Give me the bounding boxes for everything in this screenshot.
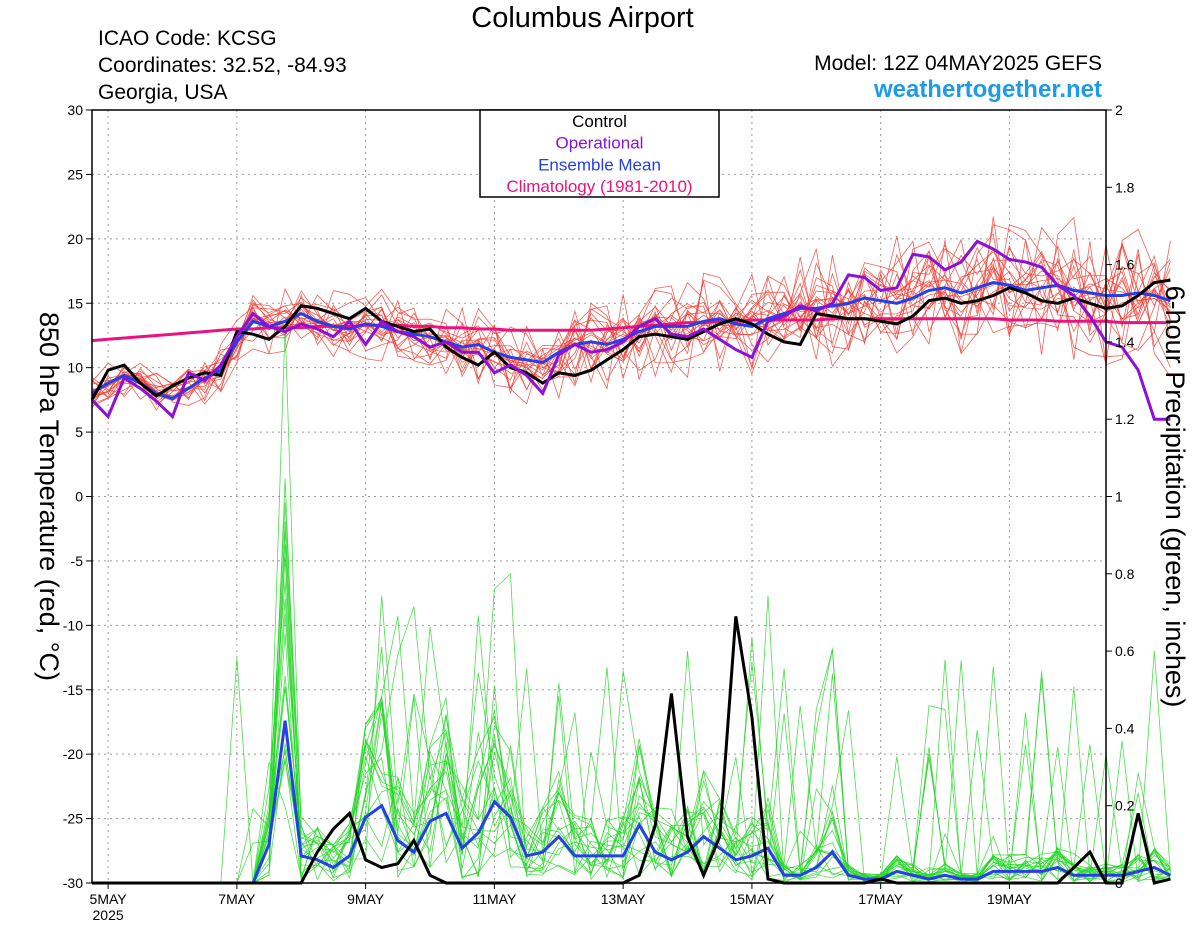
left-tick-label: -20	[63, 746, 83, 762]
left-tick-label: 25	[67, 166, 83, 182]
x-tick-label: 13MAY	[601, 891, 647, 907]
x-tick-label: 5MAY	[90, 891, 128, 907]
precipitation-member-line	[92, 502, 1171, 884]
precipitation-member-line	[92, 323, 1171, 884]
temperature-member-line	[91, 224, 1171, 407]
x-tick-label: 9MAY	[347, 891, 385, 907]
x-tick-year: 2025	[93, 907, 124, 923]
left-tick-label: 30	[67, 102, 83, 118]
plot-frame	[91, 109, 1107, 884]
left-tick-label: -25	[63, 811, 83, 827]
precipitation-member-line	[92, 572, 1171, 884]
right-tick-label: 1.2	[1115, 411, 1135, 427]
precipitation-member-line	[92, 616, 1171, 884]
temperature-member-line	[91, 224, 1171, 395]
left-tick-label: 20	[67, 231, 83, 247]
right-tick-label: 1.8	[1115, 179, 1135, 195]
x-tick-label: 17MAY	[858, 891, 904, 907]
right-axis-label: 6-hour Precipitation (green, inches)	[1160, 286, 1190, 708]
left-tick-label: -10	[63, 617, 83, 633]
x-tick-label: 7MAY	[218, 891, 256, 907]
left-tick-label: 10	[67, 360, 83, 376]
legend: Control Operational Ensemble Mean Climatolo…	[479, 109, 720, 198]
model-run: Model: 12Z 04MAY2025 GEFS	[814, 52, 1102, 75]
right-tick-label: 1.6	[1115, 257, 1135, 273]
ensemble-precipitation-members	[92, 323, 1171, 884]
x-tick-label: 11MAY	[472, 891, 516, 907]
legend-box	[479, 109, 720, 198]
x-tick-label: 19MAY	[987, 891, 1033, 907]
right-tick-label: 0.6	[1115, 643, 1135, 659]
chart-title: Columbus Airport	[471, 2, 694, 34]
icao-code: ICAO Code: KCSG	[98, 27, 277, 50]
temperature-member-line	[91, 216, 1171, 405]
control-temperature-line	[90, 278, 1171, 401]
operational-temperature-line	[90, 239, 1171, 421]
coordinates: Coordinates: 32.52, -84.93	[98, 54, 347, 77]
right-tick-label: 2	[1115, 102, 1123, 118]
legend-item: Operational	[556, 134, 644, 153]
right-tick-label: 1	[1115, 489, 1123, 505]
right-tick-label: 0	[1115, 875, 1123, 891]
x-tick-label: 15MAY	[729, 891, 775, 907]
mean-precipitation-line	[92, 720, 1172, 885]
site-link[interactable]: weathertogether.net	[873, 76, 1102, 103]
left-tick-label: -30	[63, 875, 83, 891]
left-tick-label: -5	[71, 553, 84, 569]
precipitation-member-line	[92, 712, 1171, 884]
precipitation-member-line	[92, 660, 1171, 884]
left-tick-label: -15	[63, 682, 83, 698]
left-axis-label: 850 hPa Temperature (red, °C)	[34, 312, 64, 681]
legend-item: Control	[572, 112, 627, 131]
left-tick-label: 5	[75, 424, 83, 440]
legend-item: Ensemble Mean	[538, 155, 661, 174]
right-tick-label: 0.8	[1115, 566, 1135, 582]
grid-lines	[92, 110, 1106, 883]
right-tick-label: 1.4	[1115, 334, 1135, 350]
right-tick-label: 0.2	[1115, 798, 1135, 814]
location: Georgia, USA	[98, 81, 228, 104]
precipitation-member-line	[92, 598, 1171, 884]
temperature-member-line	[91, 216, 1171, 406]
left-tick-label: 0	[75, 489, 83, 505]
legend-item: Climatology (1981-2010)	[506, 177, 692, 196]
left-tick-label: 15	[67, 295, 83, 311]
right-tick-label: 0.4	[1115, 720, 1135, 736]
precipitation-member-line	[92, 478, 1171, 884]
temperature-member-line	[91, 246, 1171, 416]
